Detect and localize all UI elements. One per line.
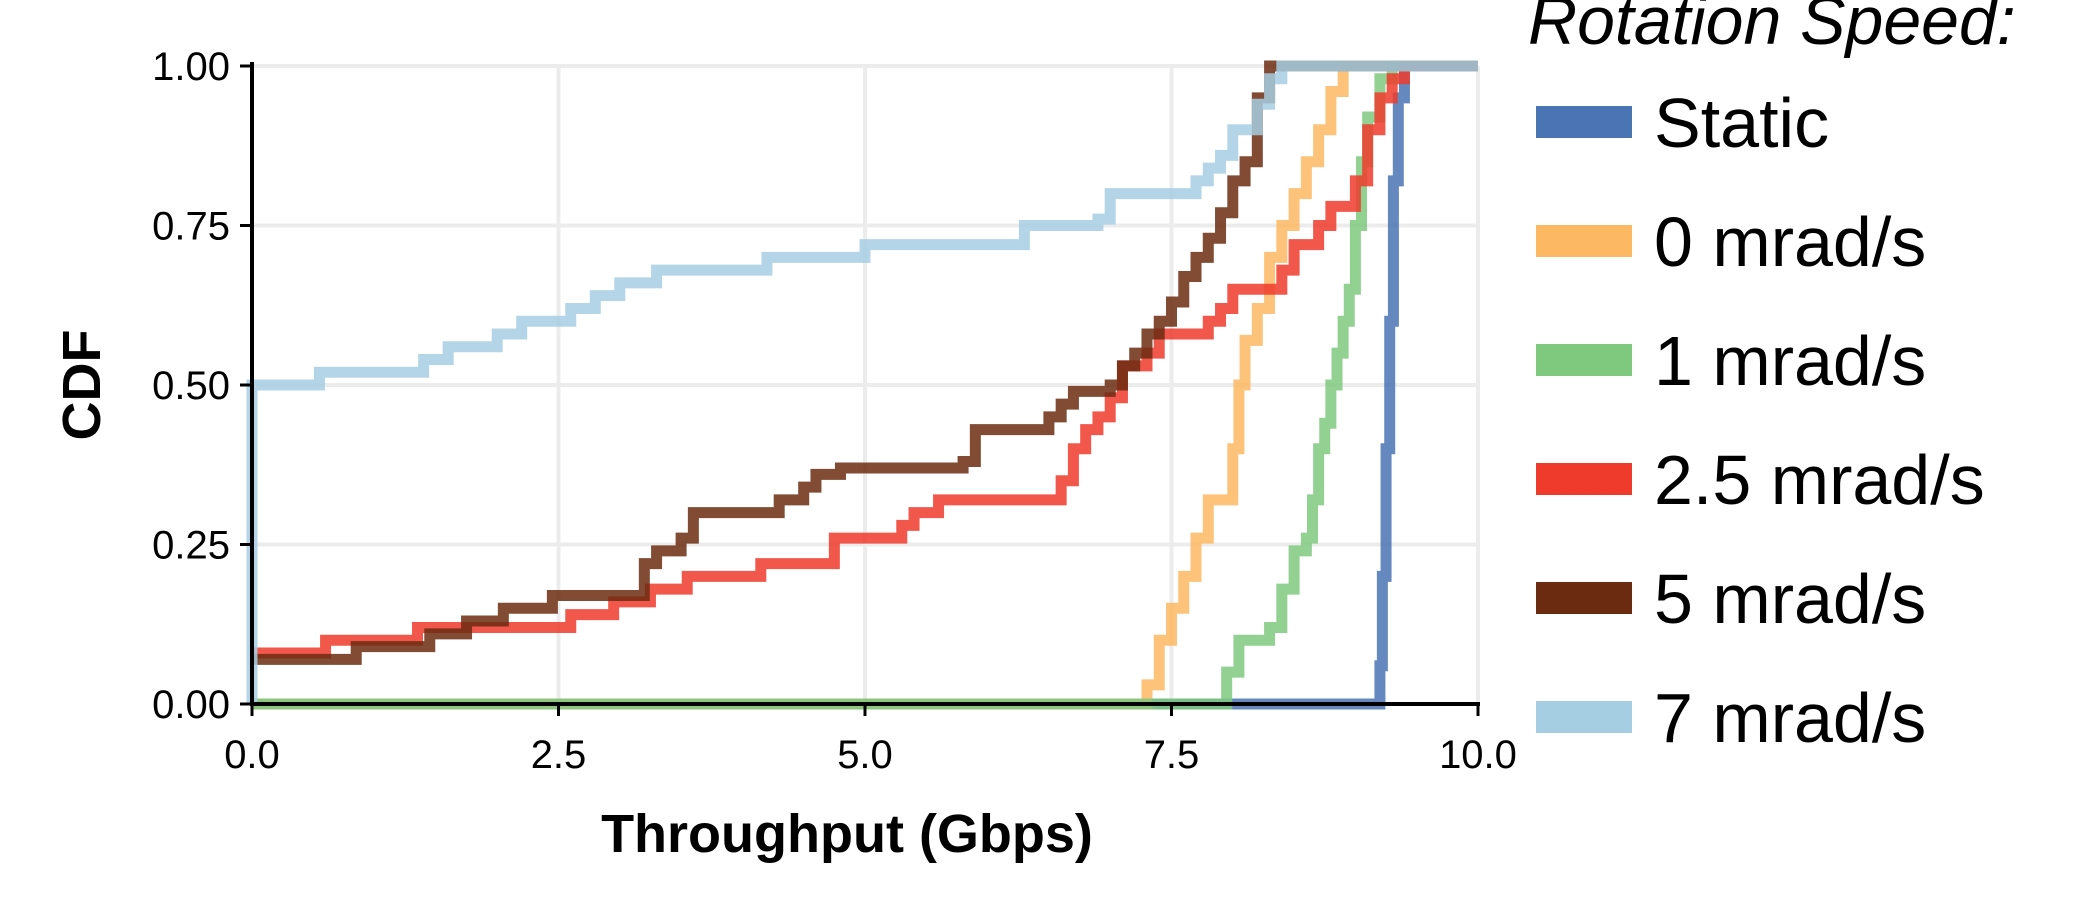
legend-label-5: 7 mrad/s — [1654, 679, 1926, 757]
legend-swatch-2 — [1536, 344, 1632, 376]
x-tick-label: 10.0 — [1439, 733, 1517, 777]
grid-lines — [250, 64, 1480, 706]
legend-label-3: 2.5 mrad/s — [1654, 441, 1985, 519]
legend: Rotation Speed: Static 0 mrad/s 1 mrad/s 2.5… — [1528, 0, 2016, 757]
x-tick-label: 2.5 — [531, 733, 587, 777]
legend-label-1: 0 mrad/s — [1654, 203, 1926, 281]
y-tick-label: 0.50 — [152, 364, 230, 408]
x-tick-label: 0.0 — [224, 733, 280, 777]
y-tick-label: 0.00 — [152, 683, 230, 727]
legend-title: Rotation Speed: — [1528, 0, 2016, 59]
y-tick-label: 0.25 — [152, 524, 230, 568]
legend-swatch-3 — [1536, 463, 1632, 495]
series-line-4 — [252, 60, 1478, 665]
series-line-1 — [252, 60, 1478, 710]
legend-swatch-0 — [1536, 106, 1632, 138]
legend-label-2: 1 mrad/s — [1654, 322, 1926, 400]
x-tick-label: 5.0 — [837, 733, 893, 777]
series-group — [246, 60, 1478, 710]
legend-swatch-5 — [1536, 701, 1632, 733]
axes: 0.0 2.5 5.0 7.5 10.0 0.00 0.25 0.50 0.75 1.00 Thro… — [52, 45, 1517, 864]
series-line-3 — [252, 60, 1478, 659]
legend-label-0: Static — [1654, 84, 1829, 162]
series-line-5 — [246, 60, 1478, 704]
y-tick-label: 1.00 — [152, 45, 230, 89]
legend-swatch-1 — [1536, 225, 1632, 257]
series-line-0 — [252, 60, 1478, 710]
x-tick-label: 7.5 — [1144, 733, 1200, 777]
legend-swatch-4 — [1536, 582, 1632, 614]
x-axis-title: Throughput (Gbps) — [601, 804, 1093, 864]
y-tick-label: 0.75 — [152, 205, 230, 249]
legend-label-4: 5 mrad/s — [1654, 560, 1926, 638]
y-axis-title: CDF — [52, 330, 112, 441]
